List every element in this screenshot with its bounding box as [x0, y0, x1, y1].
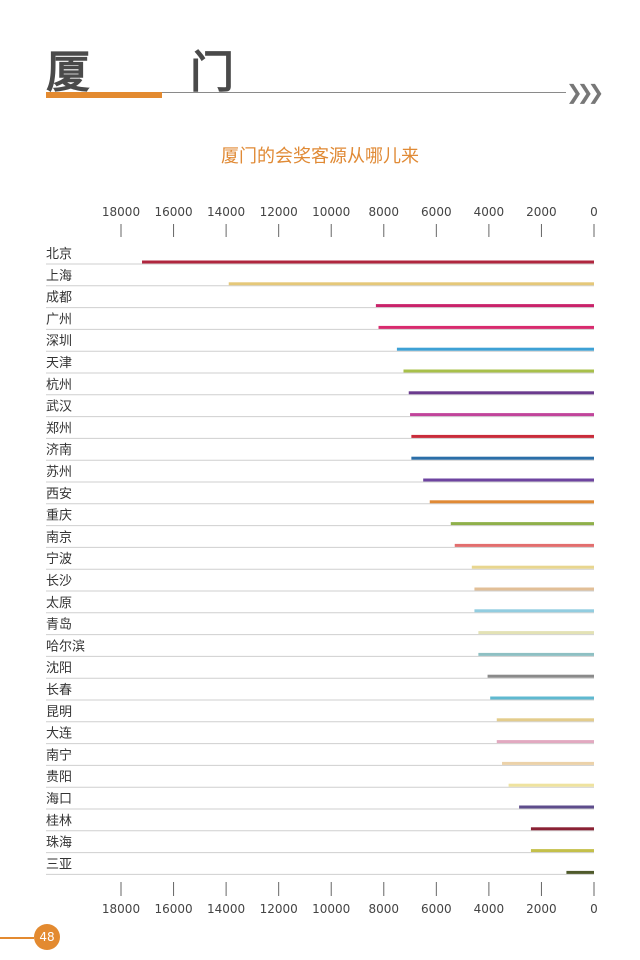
bar	[519, 805, 594, 809]
category-label: 哈尔滨	[46, 638, 85, 654]
bar	[411, 456, 594, 460]
category-label: 沈阳	[46, 661, 72, 676]
category-label: 重庆	[46, 508, 72, 524]
bar	[490, 696, 594, 700]
bar	[375, 304, 594, 308]
x-tick-label-bottom: 12000	[260, 902, 298, 916]
bar	[502, 761, 594, 765]
x-tick-label-bottom: 4000	[474, 902, 505, 916]
page-number: 48	[34, 924, 60, 950]
x-tick-label-top: 2000	[526, 205, 557, 219]
bar	[228, 282, 594, 286]
bar	[496, 740, 594, 744]
bar	[378, 325, 594, 329]
bar	[450, 522, 594, 526]
bar	[478, 631, 594, 635]
bar	[496, 718, 594, 722]
category-label: 武汉	[46, 400, 72, 415]
x-tick-label-top: 4000	[474, 205, 505, 219]
x-tick-label-top: 12000	[260, 205, 298, 219]
bar	[478, 652, 594, 656]
category-label: 宁波	[46, 551, 72, 567]
x-tick-label-bottom: 16000	[154, 902, 192, 916]
category-label: 太原	[46, 596, 72, 611]
bar	[408, 391, 594, 395]
x-tick-label-bottom: 10000	[312, 902, 350, 916]
page-number-badge: 48	[0, 924, 70, 952]
x-tick-label-top: 18000	[102, 205, 140, 219]
x-tick-label-top: 6000	[421, 205, 452, 219]
chart-title: 厦门的会奖客源从哪儿来	[221, 146, 419, 167]
category-label: 西安	[46, 487, 72, 502]
x-tick-label-bottom: 0	[590, 902, 598, 916]
category-label: 天津	[46, 356, 72, 371]
bar	[429, 500, 594, 504]
x-tick-label-top: 16000	[154, 205, 192, 219]
x-tick-label-bottom: 18000	[102, 902, 140, 916]
bar	[530, 849, 594, 853]
page-number-line	[0, 937, 34, 939]
x-tick-label-top: 14000	[207, 205, 245, 219]
category-label: 广州	[46, 312, 72, 327]
x-tick-label-bottom: 6000	[421, 902, 452, 916]
x-tick-label-bottom: 2000	[526, 902, 557, 916]
bar	[403, 369, 594, 373]
x-tick-label-top: 0	[590, 205, 598, 219]
bar	[410, 413, 594, 417]
category-label: 长春	[46, 683, 72, 698]
category-label: 珠海	[46, 836, 72, 851]
category-label: 青岛	[46, 617, 72, 633]
bar	[508, 783, 594, 787]
category-label: 北京	[46, 247, 72, 262]
category-label: 海口	[46, 792, 72, 807]
chevron-right-icon: ❯❯❯	[566, 80, 604, 104]
category-label: 深圳	[46, 334, 72, 349]
category-label: 桂林	[46, 814, 72, 829]
x-tick-label-bottom: 8000	[369, 902, 400, 916]
bar	[471, 565, 594, 569]
category-label: 南宁	[46, 747, 72, 763]
category-label: 苏州	[46, 464, 72, 480]
bar	[566, 870, 594, 874]
bar	[474, 609, 594, 613]
x-tick-label-top: 10000	[312, 205, 350, 219]
bar	[411, 434, 594, 438]
bar	[423, 478, 594, 482]
category-label: 长沙	[46, 574, 72, 589]
bar	[530, 827, 594, 831]
category-label: 南京	[46, 529, 72, 545]
title-accent-bar	[46, 92, 162, 98]
category-label: 大连	[46, 726, 72, 742]
category-label: 上海	[46, 269, 72, 284]
bar	[396, 347, 594, 351]
bar	[487, 674, 594, 678]
x-tick-label-top: 8000	[369, 205, 400, 219]
category-label: 济南	[46, 442, 72, 458]
category-label: 贵阳	[46, 770, 72, 785]
x-tick-label-bottom: 14000	[207, 902, 245, 916]
category-label: 昆明	[46, 705, 72, 720]
title-rule	[46, 92, 566, 93]
bar	[454, 543, 594, 547]
bar	[142, 260, 594, 264]
category-label: 成都	[46, 291, 72, 306]
bar	[474, 587, 594, 591]
category-label: 郑州	[46, 421, 72, 436]
category-label: 三亚	[46, 857, 72, 872]
category-label: 杭州	[46, 378, 72, 393]
page-title: 厦 门	[46, 47, 262, 98]
